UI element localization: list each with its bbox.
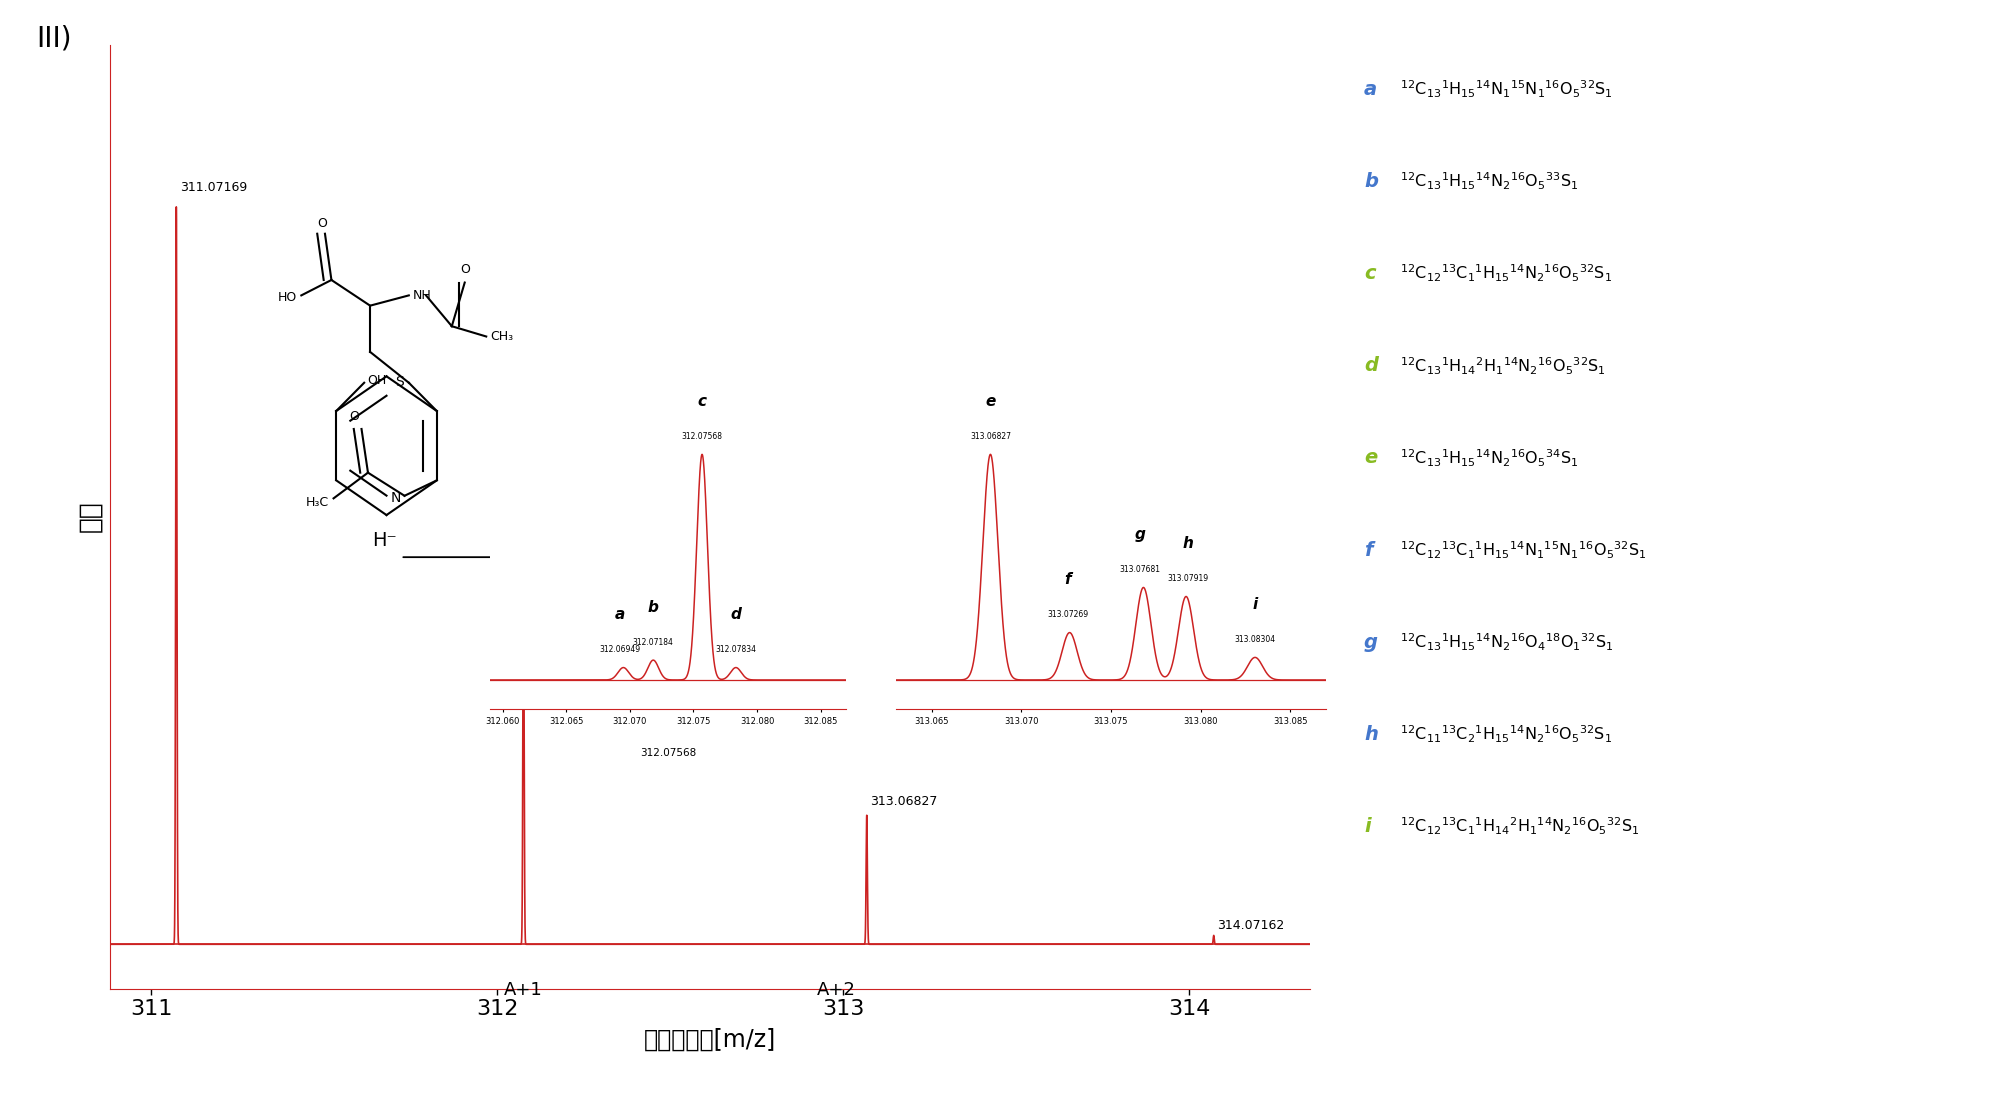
Text: 313.07269: 313.07269 [1048, 610, 1088, 619]
Text: 312.07834: 312.07834 [716, 645, 756, 655]
Text: 313.06827: 313.06827 [970, 432, 1010, 441]
Text: H⁻: H⁻ [372, 531, 398, 550]
Text: b: b [648, 600, 658, 615]
Text: e: e [986, 394, 996, 409]
Text: 312.07184: 312.07184 [632, 638, 674, 647]
Text: $^{12}\mathrm{C}_{11}{}^{13}\mathrm{C}_{2}{}^{1}\mathrm{H}_{15}{}^{14}\mathrm{N}: $^{12}\mathrm{C}_{11}{}^{13}\mathrm{C}_{… [1400, 724, 1612, 745]
Text: c: c [698, 394, 706, 409]
Text: i: i [1364, 817, 1370, 837]
Text: 313.08304: 313.08304 [1234, 634, 1276, 643]
Text: $^{12}\mathrm{C}_{13}{}^{1}\mathrm{H}_{15}{}^{14}\mathrm{N}_{2}{}^{16}\mathrm{O}: $^{12}\mathrm{C}_{13}{}^{1}\mathrm{H}_{1… [1400, 631, 1614, 653]
X-axis label: 实测质量数[m/z]: 实测质量数[m/z] [644, 1028, 776, 1051]
Text: h: h [1182, 536, 1194, 552]
Text: N: N [390, 491, 402, 505]
Text: NH: NH [414, 289, 432, 302]
Text: a: a [1364, 79, 1378, 99]
Text: $^{12}\mathrm{C}_{12}{}^{13}\mathrm{C}_{1}{}^{1}\mathrm{H}_{15}{}^{14}\mathrm{N}: $^{12}\mathrm{C}_{12}{}^{13}\mathrm{C}_{… [1400, 540, 1646, 561]
Text: A+2: A+2 [816, 981, 856, 1000]
Text: OH: OH [368, 374, 386, 386]
Text: 311.07169: 311.07169 [180, 181, 248, 193]
Text: 314.07162: 314.07162 [1218, 919, 1284, 932]
Text: d: d [1364, 356, 1378, 375]
Text: 312.07568: 312.07568 [682, 432, 722, 441]
Text: $^{12}\mathrm{C}_{13}{}^{1}\mathrm{H}_{14}{}^{2}\mathrm{H}_{1}{}^{14}\mathrm{N}_: $^{12}\mathrm{C}_{13}{}^{1}\mathrm{H}_{1… [1400, 355, 1606, 376]
Text: a: a [614, 608, 624, 622]
Text: $^{12}\mathrm{C}_{12}{}^{13}\mathrm{C}_{1}{}^{1}\mathrm{H}_{14}{}^{2}\mathrm{H}_: $^{12}\mathrm{C}_{12}{}^{13}\mathrm{C}_{… [1400, 815, 1640, 838]
Text: 313.07681: 313.07681 [1120, 565, 1160, 574]
Text: O: O [348, 410, 358, 423]
Text: h: h [1364, 725, 1378, 744]
Text: d: d [730, 608, 742, 622]
Text: e: e [1364, 448, 1378, 468]
Text: O: O [460, 264, 470, 276]
Text: H₃C: H₃C [306, 496, 330, 509]
Text: b: b [1364, 172, 1378, 191]
Text: 313.07919: 313.07919 [1168, 574, 1208, 583]
Text: 312.06949: 312.06949 [598, 645, 640, 655]
Text: g: g [1364, 632, 1378, 652]
Text: HO: HO [278, 292, 298, 305]
Text: CH₃: CH₃ [490, 330, 514, 343]
Text: S: S [394, 374, 404, 389]
Y-axis label: 强度: 强度 [78, 500, 104, 533]
Text: O: O [318, 217, 326, 230]
Text: $^{12}\mathrm{C}_{13}{}^{1}\mathrm{H}_{15}{}^{14}\mathrm{N}_{2}{}^{16}\mathrm{O}: $^{12}\mathrm{C}_{13}{}^{1}\mathrm{H}_{1… [1400, 447, 1578, 469]
Text: f: f [1064, 572, 1072, 588]
Text: i: i [1252, 598, 1258, 612]
Text: $^{12}\mathrm{C}_{13}{}^{1}\mathrm{H}_{15}{}^{14}\mathrm{N}_{2}{}^{16}\mathrm{O}: $^{12}\mathrm{C}_{13}{}^{1}\mathrm{H}_{1… [1400, 171, 1578, 192]
Text: 312.07568: 312.07568 [640, 748, 696, 758]
Text: $^{12}\mathrm{C}_{13}{}^{1}\mathrm{H}_{15}{}^{14}\mathrm{N}_{1}{}^{15}\mathrm{N}: $^{12}\mathrm{C}_{13}{}^{1}\mathrm{H}_{1… [1400, 78, 1612, 101]
Text: III): III) [36, 25, 72, 52]
Text: f: f [1364, 541, 1372, 560]
Text: 313.06827: 313.06827 [870, 795, 938, 808]
Text: g: g [1134, 527, 1146, 543]
Text: $^{12}\mathrm{C}_{12}{}^{13}\mathrm{C}_{1}{}^{1}\mathrm{H}_{15}{}^{14}\mathrm{N}: $^{12}\mathrm{C}_{12}{}^{13}\mathrm{C}_{… [1400, 262, 1612, 285]
Text: c: c [1364, 264, 1376, 284]
Text: A+1: A+1 [504, 981, 542, 1000]
